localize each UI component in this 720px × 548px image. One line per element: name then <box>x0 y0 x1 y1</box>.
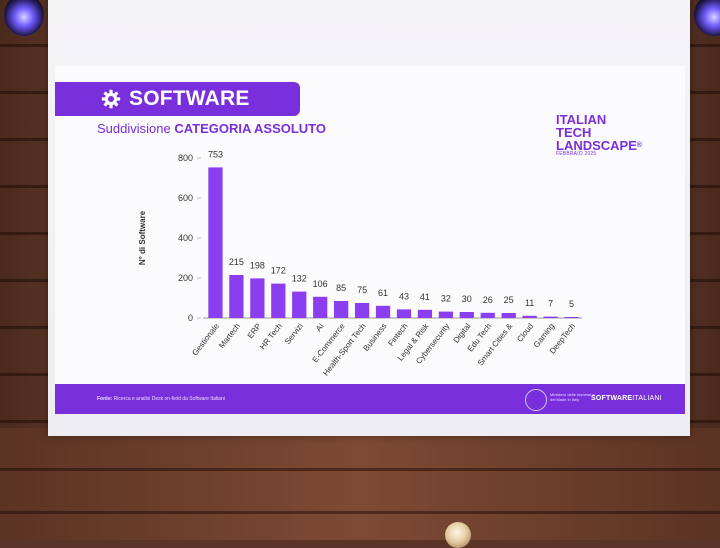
y-tick-label: 800 <box>178 153 193 163</box>
brand-line-2: TECH <box>556 125 592 140</box>
y-axis-label: N° di Software <box>138 210 147 265</box>
bar <box>292 291 307 318</box>
projection-screen: SOFTWARE Suddivisione CATEGORIA ASSOLUTO… <box>48 0 690 436</box>
slide-subtitle: Suddivisione CATEGORIA ASSOLUTO <box>97 121 326 136</box>
bar-value-label: 26 <box>483 295 493 305</box>
x-category-label: AI <box>314 322 326 334</box>
registered-mark: ® <box>636 142 643 149</box>
x-category-label: Gestionale <box>190 321 221 357</box>
title-bar: SOFTWARE <box>55 82 300 116</box>
x-category-label: Cloud <box>515 322 535 344</box>
footer-text: Ricerca e analisi Desk on-field da Softw… <box>112 396 225 402</box>
footer-source: Fonte: Ricerca e analisi Desk on-field d… <box>97 396 225 402</box>
bar-value-label: 25 <box>504 295 514 305</box>
bar <box>313 296 328 318</box>
stage-light-left <box>4 0 44 36</box>
slide: SOFTWARE Suddivisione CATEGORIA ASSOLUTO… <box>55 66 685 414</box>
bar <box>334 301 349 318</box>
bar-value-label: 43 <box>399 291 409 301</box>
light-bulb <box>445 522 471 548</box>
subtitle-bold: CATEGORIA ASSOLUTO <box>174 121 326 136</box>
bar-value-label: 5 <box>569 299 574 309</box>
y-tick-label: 600 <box>178 193 193 203</box>
gear-icon <box>101 89 121 109</box>
wall-ledge <box>0 428 720 540</box>
software-logo-bold: SOFTWARE <box>591 395 633 402</box>
bar-value-label: 106 <box>313 279 328 289</box>
bar-value-label: 7 <box>548 299 553 309</box>
bar-value-label: 132 <box>292 274 307 284</box>
ministry-label: Ministero delle Imprese e del Made in It… <box>550 392 595 402</box>
brand-line-3: LANDSCAPE <box>556 138 637 153</box>
bar <box>522 315 537 318</box>
bar <box>501 313 516 318</box>
bar <box>208 167 223 318</box>
bar <box>417 309 433 318</box>
slide-title: SOFTWARE <box>129 87 250 110</box>
bar-value-label: 85 <box>336 283 346 293</box>
bar-value-label: 215 <box>229 257 244 267</box>
x-category-label: HR Tech <box>258 322 284 352</box>
bar-value-label: 198 <box>250 260 265 270</box>
bar-value-label: 172 <box>271 266 286 276</box>
bar <box>480 312 495 318</box>
bar-value-label: 11 <box>525 298 534 308</box>
bar-value-label: 753 <box>208 149 223 159</box>
software-logo-rest: ITALIANI <box>632 395 662 402</box>
footer-bar: Fonte: Ricerca e analisi Desk on-field d… <box>55 384 685 414</box>
x-category-label: Digital <box>452 322 473 345</box>
bar <box>543 316 558 318</box>
bar <box>375 305 391 318</box>
x-category-label: ERP <box>246 322 263 341</box>
software-italiani-logo: SOFTWAREITALIANI <box>591 395 662 402</box>
bar <box>396 309 412 318</box>
bar-value-label: 32 <box>441 294 451 304</box>
bar <box>459 312 474 318</box>
brand-date: FEBBRAIO 2025 <box>556 151 597 157</box>
bar-value-label: 61 <box>378 288 388 298</box>
footer-label: Fonte: <box>97 396 113 402</box>
bar <box>250 278 265 318</box>
y-tick-label: 200 <box>178 273 193 283</box>
bar-value-label: 30 <box>462 294 472 304</box>
subtitle-prefix: Suddivisione <box>97 121 175 136</box>
y-tick-label: 400 <box>178 233 193 243</box>
bar <box>354 303 370 318</box>
bar-value-label: 41 <box>420 292 430 302</box>
y-tick-label: 0 <box>188 313 193 323</box>
bar-value-label: 75 <box>357 285 367 295</box>
bar <box>229 275 244 318</box>
brand-logo: ITALIAN TECH LANDSCAPE® <box>556 113 642 152</box>
x-category-label: Martech <box>217 322 242 350</box>
ministry-emblem-icon <box>525 389 547 411</box>
brand-line-1: ITALIAN <box>556 112 607 127</box>
bar <box>271 283 286 318</box>
bar <box>564 317 579 318</box>
x-category-label: Servizi <box>283 322 305 347</box>
bar <box>438 311 453 318</box>
bar-chart: N° di Software 0 200 400 600 800 753 Gestionale… <box>138 149 582 378</box>
